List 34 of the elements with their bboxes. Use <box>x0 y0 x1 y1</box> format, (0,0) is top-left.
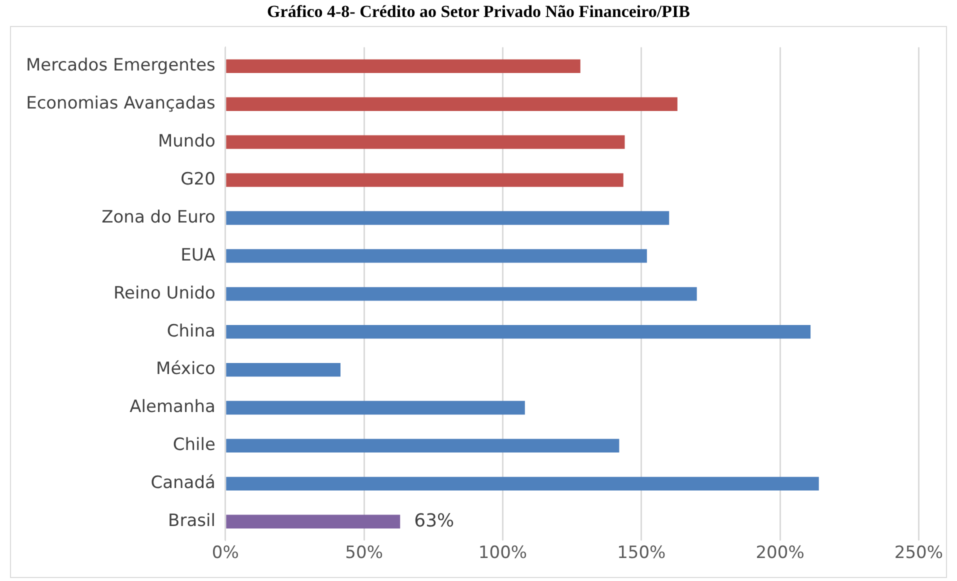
bar <box>226 173 624 187</box>
y-tick-label: Canadá <box>150 473 216 494</box>
bar <box>226 249 647 263</box>
y-tick-label: Alemanha <box>130 397 216 418</box>
bar <box>226 211 670 225</box>
y-tick-label: G20 <box>180 169 216 190</box>
bar <box>226 135 625 149</box>
bar <box>226 400 525 415</box>
chart-title: Gráfico 4-8- Crédito ao Setor Privado Não Financeiro/PIB <box>266 1 691 23</box>
bar <box>226 514 400 528</box>
y-tick-label: Chile <box>172 435 216 456</box>
bar <box>226 287 697 301</box>
y-tick-label: Reino Unido <box>113 283 216 304</box>
y-tick-label: China <box>166 321 216 342</box>
x-tick-label: 0% <box>212 543 239 564</box>
bar <box>226 438 620 453</box>
x-tick-label: 200% <box>756 543 804 564</box>
y-tick-label: México <box>156 359 216 380</box>
bar <box>226 476 819 490</box>
y-tick-label: Economias Avançadas <box>26 94 216 114</box>
bar <box>226 59 580 74</box>
bar <box>226 362 340 377</box>
y-tick-label: EUA <box>180 245 216 266</box>
y-tick-label: Mundo <box>158 132 216 152</box>
y-tick-label: Mercados Emergentes <box>26 56 216 76</box>
data-label: 63% <box>414 510 454 532</box>
x-tick-label: 250% <box>894 543 944 564</box>
x-tick-label: 50% <box>345 543 383 564</box>
y-tick-label: Brasil <box>168 511 216 532</box>
x-tick-label: 100% <box>478 543 528 564</box>
y-tick-label: Zona do Euro <box>102 207 216 228</box>
bar <box>226 97 678 111</box>
bar <box>226 325 811 339</box>
x-tick-label: 150% <box>617 543 666 564</box>
